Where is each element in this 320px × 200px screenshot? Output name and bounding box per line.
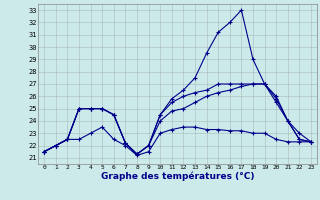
X-axis label: Graphe des températures (°C): Graphe des températures (°C) (101, 172, 254, 181)
